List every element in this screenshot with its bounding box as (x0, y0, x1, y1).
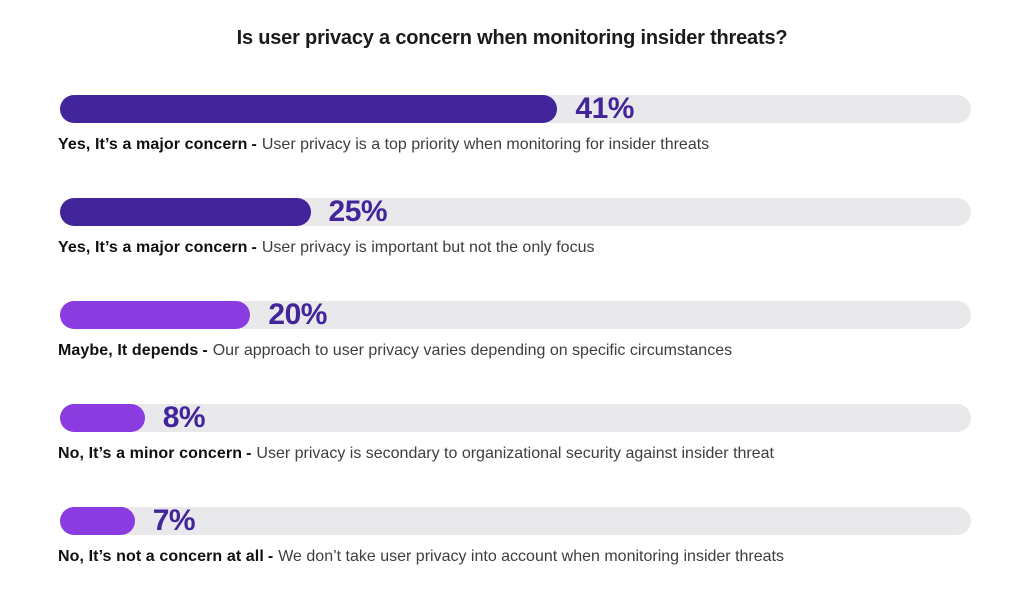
bar-fill (60, 301, 251, 329)
bar-label-category: No, It’s a minor concern (58, 445, 243, 462)
bar-track: 41% (60, 92, 971, 125)
bar-label: Maybe, It depends - Our approach to user p… (58, 341, 971, 361)
bar-fill (60, 404, 145, 432)
bar-label-description: User privacy is a top priority when moni… (261, 136, 710, 153)
bar-label-category: Yes, It’s a major concern (58, 239, 248, 256)
bar-label-category: Yes, It’s a major concern (58, 136, 248, 153)
bar-track: 20% (60, 298, 971, 331)
bar-label-description: Our approach to user privacy varies depe… (212, 342, 733, 359)
bar-track: 8% (60, 401, 971, 434)
bar-row: 25% Yes, It’s a major concern - User priva… (58, 195, 971, 258)
bar-value-label: 41% (575, 92, 634, 125)
bar-label-category: Maybe, It depends (58, 342, 199, 359)
bar-fill (60, 198, 311, 226)
bar-value-label: 8% (162, 401, 206, 434)
bar-label-separator: - (251, 239, 257, 256)
bar-row: 8% No, It’s a minor concern - User privacy… (58, 401, 971, 464)
bar-chart: 41% Yes, It’s a major concern - User priva… (58, 92, 971, 567)
bar-track: 25% (60, 195, 971, 228)
bar-label-separator: - (202, 342, 208, 359)
bar-row: 7% No, It’s not a concern at all - We don’… (58, 504, 971, 567)
bar-fill (60, 95, 558, 123)
bar-fill (60, 507, 135, 535)
chart-title: Is user privacy a concern when monitorin… (236, 27, 788, 49)
bar-label-separator: - (246, 445, 252, 462)
bar-value-label: 7% (152, 504, 196, 537)
bar-row: 20% Maybe, It depends - Our approach to us… (58, 298, 971, 361)
bar-label-description: We don’t take user privacy into account … (278, 548, 784, 565)
bar-label-description: User privacy is secondary to organizatio… (256, 445, 774, 462)
bar-value-label: 25% (328, 195, 388, 228)
bar-row: 41% Yes, It’s a major concern - User priva… (58, 92, 971, 155)
bar-label: No, It’s not a concern at all - We don’t t… (58, 547, 971, 567)
bar-label: Yes, It’s a major concern - User privacy i… (58, 135, 971, 155)
bar-label-category: No, It’s not a concern at all (58, 548, 264, 565)
bar-label-description: User privacy is important but not the on… (261, 239, 595, 256)
bar-value-label: 20% (268, 298, 327, 331)
bar-label-separator: - (267, 548, 274, 565)
bar-label-separator: - (251, 136, 257, 153)
bar-track: 7% (60, 504, 971, 537)
bar-label: No, It’s a minor concern - User privacy is… (58, 444, 971, 464)
bar-label: Yes, It’s a major concern - User privacy i… (58, 238, 971, 258)
